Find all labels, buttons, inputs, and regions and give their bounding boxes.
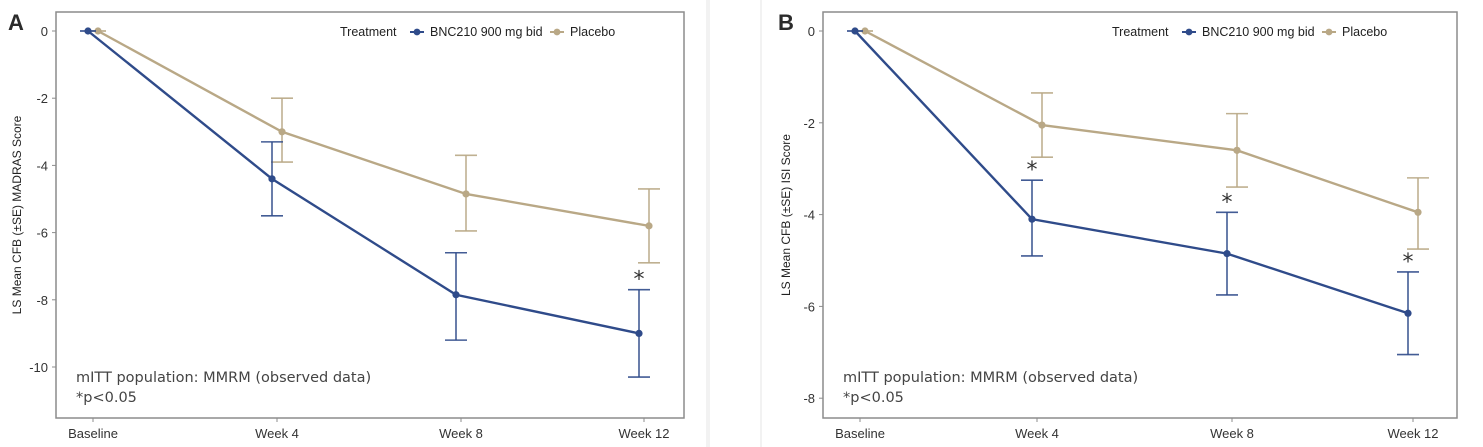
annotation-text: *p<0.05 <box>843 390 904 406</box>
y-tick-label: -6 <box>36 226 48 241</box>
panel-separator <box>706 0 710 447</box>
significance-marker: * <box>1222 190 1233 215</box>
data-point <box>1038 121 1046 129</box>
legend-entry-label: BNC210 900 mg bid <box>430 25 543 39</box>
series-line <box>864 29 1419 214</box>
x-tick-label: Week 4 <box>1015 426 1059 441</box>
x-tick-label: Baseline <box>835 426 885 441</box>
legend-entry-label: BNC210 900 mg bid <box>1202 25 1315 39</box>
y-axis-title: LS Mean CFB (±SE) MADRAS Score <box>10 115 24 314</box>
x-tick-label: Week 8 <box>1210 426 1254 441</box>
data-point <box>861 27 869 35</box>
data-point <box>452 291 460 299</box>
x-tick-label: Week 12 <box>1387 426 1438 441</box>
legend-key-point <box>553 28 561 36</box>
legend-title: Treatment <box>1112 25 1169 39</box>
data-point <box>1404 309 1412 317</box>
data-point <box>94 27 102 35</box>
panel-letter: B <box>778 10 794 35</box>
y-tick-label: -8 <box>803 391 815 406</box>
legend-key-point <box>413 28 421 36</box>
chart-panel-a: A 0 -2 -4 -6 -8 -10 Baseline Week 4 Week 8 Week 12… <box>8 10 685 441</box>
panel-separator <box>760 0 762 447</box>
x-tick-label: Week 12 <box>618 426 669 441</box>
y-tick-label: -2 <box>36 91 48 106</box>
data-point <box>268 175 276 183</box>
series-placebo <box>90 27 660 264</box>
x-tick-label: Baseline <box>68 426 118 441</box>
legend-key-point <box>1325 28 1333 36</box>
data-point <box>1223 250 1231 258</box>
series-bnc210: * <box>80 27 650 378</box>
data-point <box>635 329 643 337</box>
legend-entry-label: Placebo <box>570 25 615 39</box>
data-point <box>1028 215 1036 223</box>
legend-title: Treatment <box>340 25 397 39</box>
y-tick-label: -4 <box>36 158 48 173</box>
plot-area-frame <box>822 11 1458 419</box>
panel-letter: A <box>8 10 24 35</box>
y-tick-label: -10 <box>29 360 48 375</box>
significance-marker: * <box>1403 250 1414 275</box>
plot-area-frame <box>55 11 685 419</box>
series-line <box>854 30 1409 315</box>
data-point <box>1414 208 1422 216</box>
y-tick-label: -6 <box>803 299 815 314</box>
series-placebo <box>857 27 1429 250</box>
significance-marker: * <box>1027 158 1038 183</box>
series-line <box>97 29 650 228</box>
chart-panel-b: B 0 -2 -4 -6 -8 Baseline Week 4 Week 8 Week 12 LS … <box>778 10 1458 441</box>
data-point <box>462 190 470 198</box>
series-bnc210: * * * <box>847 27 1419 356</box>
legend-entry-label: Placebo <box>1342 25 1387 39</box>
x-tick-label: Week 8 <box>439 426 483 441</box>
annotation-text: *p<0.05 <box>76 390 137 406</box>
y-tick-label: -8 <box>36 293 48 308</box>
y-tick-label: 0 <box>808 24 815 39</box>
annotation-text: mITT population: MMRM (observed data) <box>843 370 1138 386</box>
series-line <box>87 30 640 335</box>
data-point <box>851 27 859 35</box>
annotation-text: mITT population: MMRM (observed data) <box>76 370 371 386</box>
y-tick-label: -4 <box>803 208 815 223</box>
significance-marker: * <box>634 268 645 293</box>
y-tick-label: -2 <box>803 116 815 131</box>
y-axis-title: LS Mean CFB (±SE) ISI Score <box>779 134 793 296</box>
legend: Treatment BNC210 900 mg bid Placebo <box>1112 25 1387 39</box>
data-point <box>1233 146 1241 154</box>
y-tick-label: 0 <box>41 24 48 39</box>
data-point <box>84 27 92 35</box>
data-point <box>278 128 286 136</box>
legend: Treatment BNC210 900 mg bid Placebo <box>340 25 615 39</box>
legend-key-point <box>1185 28 1193 36</box>
data-point <box>645 222 653 230</box>
x-tick-label: Week 4 <box>255 426 299 441</box>
